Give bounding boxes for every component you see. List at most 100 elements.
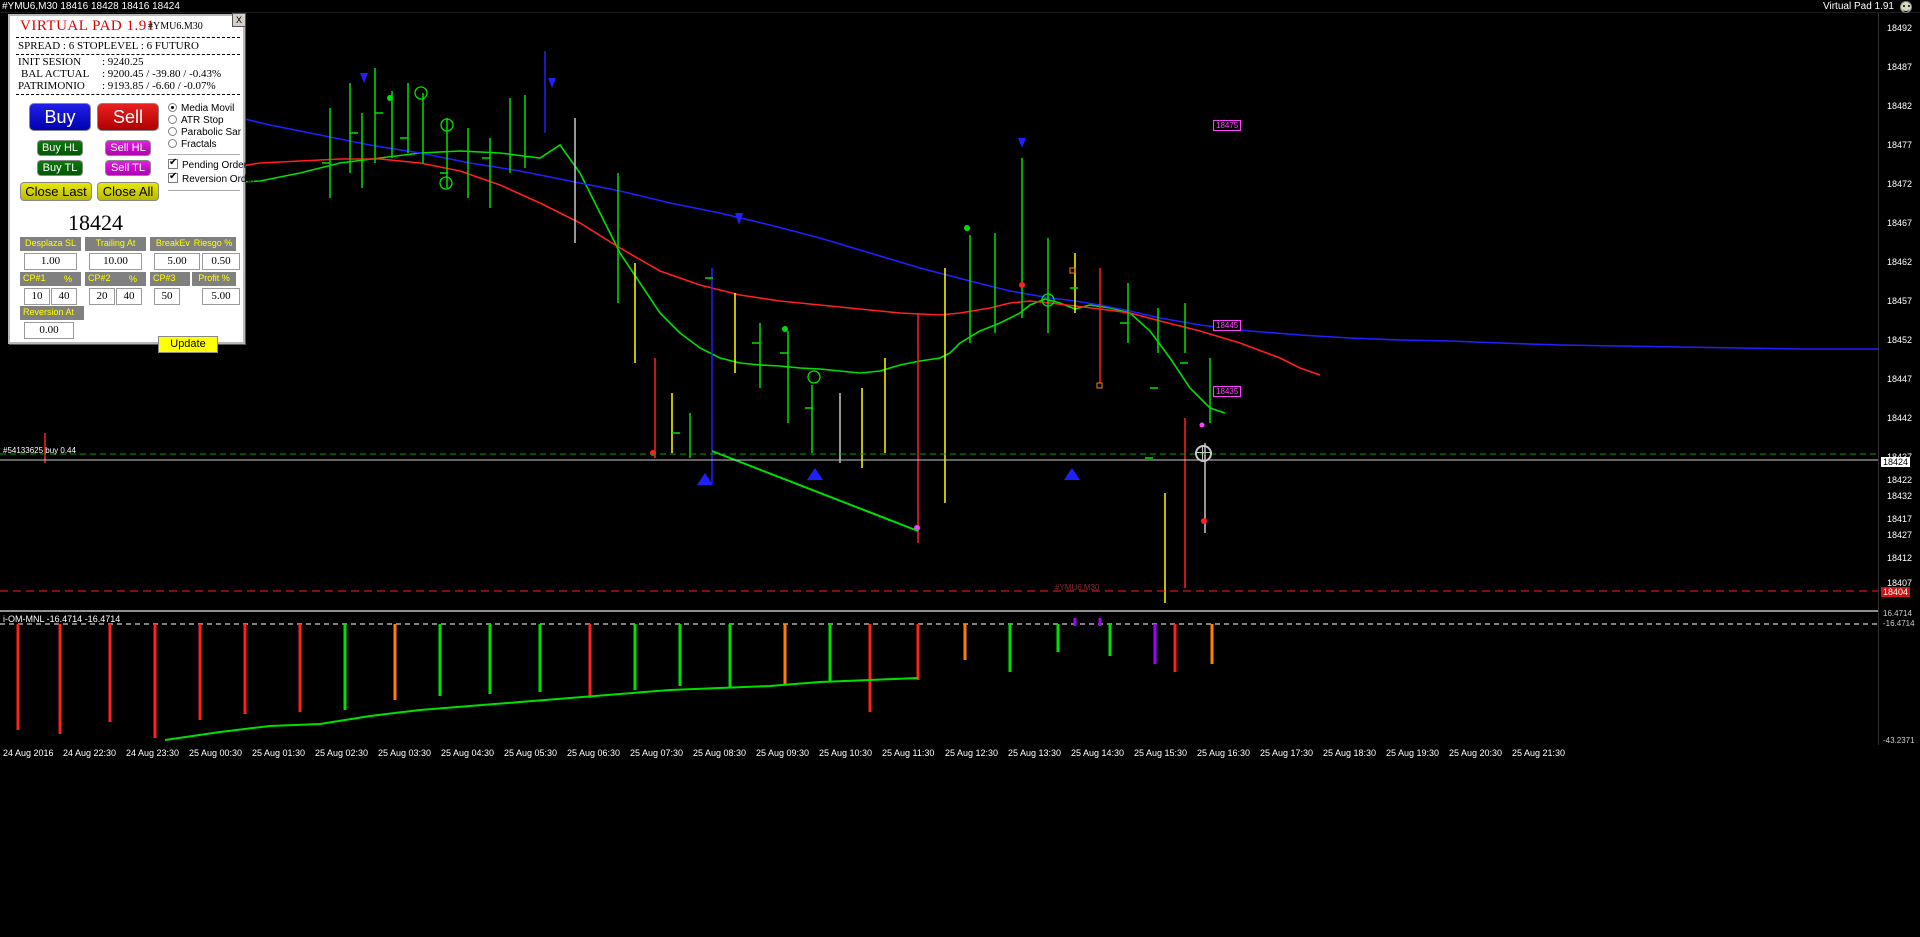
price-tag-lower[interactable]: 18435 (1213, 386, 1242, 397)
price-axis-label: 18452 (1887, 335, 1913, 345)
riesgo-input[interactable]: 0.50 (202, 253, 240, 270)
divider (16, 37, 240, 38)
buy-button[interactable]: Buy (29, 103, 91, 131)
time-axis-label: 25 Aug 08:30 (693, 748, 747, 758)
close-all-button[interactable]: Close All (97, 182, 159, 201)
sell-button[interactable]: Sell (97, 103, 159, 131)
price-axis-label: 18457 (1887, 296, 1913, 306)
time-axis-label: 25 Aug 13:30 (1008, 748, 1062, 758)
indicator-canvas (0, 618, 1878, 741)
radio-icon-selected (168, 103, 177, 112)
indicator-subwindow[interactable]: i-OM-MNL -16.4714 -16.4714 (0, 610, 1878, 745)
cp2-label: CP#2 (85, 272, 146, 286)
price-axis-label: 18482 (1887, 101, 1913, 111)
ma-blue-line (19, 72, 1878, 350)
cp1-input-a[interactable]: 10 (24, 288, 50, 305)
price-axis-label: 18407 (1887, 578, 1913, 588)
desplaza-sl-label: Desplaza SL (20, 237, 81, 251)
price-axis-label: 18422 (1887, 475, 1913, 485)
time-axis-label: 24 Aug 23:30 (126, 748, 180, 758)
virtual-pad-panel[interactable]: VIRTUAL PAD 1.91 #YMU6.M30 X SPREAD : 6 … (8, 13, 255, 353)
reversion-at-input[interactable]: 0.00 (24, 322, 74, 339)
price-axis-label: 18492 (1887, 23, 1913, 33)
close-last-button[interactable]: Close Last (20, 182, 92, 201)
radio-icon (168, 139, 177, 148)
time-axis-label: 25 Aug 14:30 (1071, 748, 1125, 758)
time-axis-label: 25 Aug 11:30 (882, 748, 935, 758)
checkbox-pending-order[interactable]: Pending Order (168, 157, 248, 171)
checkbox-reversion-order[interactable]: Reversion Order (168, 171, 256, 185)
price-axis-label: 18472 (1887, 179, 1913, 189)
cp3-label: CP#3 (150, 272, 190, 286)
cp1-input-b[interactable]: 40 (51, 288, 77, 305)
riesgo-label: Riesgo % (190, 237, 236, 251)
price-axis-label: 18442 (1887, 413, 1913, 423)
sell-hl-button[interactable]: Sell HL (105, 140, 151, 156)
radio-icon (168, 127, 177, 136)
checkbox-label: Pending Order (182, 160, 248, 171)
radio-atr-stop[interactable]: ATR Stop (168, 115, 224, 126)
time-axis[interactable]: 24 Aug 2016 24 Aug 22:30 24 Aug 23:30 25… (0, 745, 1920, 937)
radio-media-movil[interactable]: Media Movil (168, 103, 234, 114)
time-axis-label: 25 Aug 19:30 (1386, 748, 1440, 758)
ohlc-bars (44, 51, 1211, 603)
order-line-label: #54133625 buy 0.44 (3, 446, 76, 455)
time-axis-label: 25 Aug 15:30 (1134, 748, 1188, 758)
time-axis-label: 25 Aug 12:30 (945, 748, 999, 758)
time-axis-label: 25 Aug 21:30 (1512, 748, 1566, 758)
profit-input[interactable]: 5.00 (202, 288, 240, 305)
time-axis-label: 25 Aug 06:30 (567, 748, 621, 758)
chart-watermark: #YMU6,M30 (1055, 583, 1100, 592)
buy-tl-button[interactable]: Buy TL (37, 160, 83, 176)
signal-arrows (360, 73, 1080, 485)
price-tag-mid[interactable]: 18445 (1213, 320, 1242, 331)
trade-trendline (711, 450, 919, 532)
price-axis-label: 18462 (1887, 257, 1913, 267)
indicator-label: i-OM-MNL -16.4714 -16.4714 (3, 614, 121, 624)
reversion-at-label: Reversion At (20, 306, 84, 320)
time-axis-label: 25 Aug 20:30 (1449, 748, 1503, 758)
buy-hl-button[interactable]: Buy HL (37, 140, 83, 156)
cp1-label: CP#1 (20, 272, 81, 286)
price-axis-label: 18412 (1887, 553, 1913, 563)
time-axis-label: 25 Aug 09:30 (756, 748, 810, 758)
breakeven-input[interactable]: 5.00 (154, 253, 200, 270)
divider (16, 94, 240, 95)
current-price-display: 18424 (68, 210, 123, 235)
radio-parabolic-sar[interactable]: Parabolic Sar (168, 127, 241, 138)
sub-axis-corner-upper: 16.4714 (1883, 609, 1912, 618)
ohlc-ticks (322, 112, 1188, 459)
update-button[interactable]: Update (158, 336, 218, 353)
checkbox-label: Reversion Order (182, 174, 256, 185)
indicator-signal-line (164, 677, 919, 741)
price-axis-label: 18432 (1887, 491, 1913, 501)
time-axis-label: 25 Aug 17:30 (1260, 748, 1314, 758)
radio-label: Parabolic Sar (181, 127, 242, 138)
time-axis-label: 25 Aug 01:30 (252, 748, 306, 758)
time-axis-label: 25 Aug 04:30 (441, 748, 495, 758)
panel-symbol: #YMU6.M30 (148, 21, 203, 32)
time-axis-label: 25 Aug 02:30 (315, 748, 369, 758)
sub-axis-corner-lower: -43.2371 (1883, 736, 1915, 745)
chart-title-bar: #YMU6,M30 18416 18428 18416 18424 Virtua… (0, 0, 1920, 13)
sell-tl-button[interactable]: Sell TL (105, 160, 151, 176)
reversion-marker (1199, 422, 1205, 428)
cp2-input-b[interactable]: 40 (116, 288, 142, 305)
smiley-face-icon[interactable] (1900, 1, 1912, 13)
price-chart[interactable]: #54133625 buy 0.44 18475 18445 18435 #YM… (0, 13, 1878, 610)
profit-label: Profit % (192, 272, 236, 286)
desplaza-sl-input[interactable]: 1.00 (24, 253, 77, 270)
radio-fractals[interactable]: Fractals (168, 139, 217, 150)
cp2-percent-symbol: % (129, 274, 138, 284)
ma-red-line (59, 158, 1321, 376)
bal-actual-label: BAL ACTUAL (21, 68, 90, 80)
cp3-input[interactable]: 50 (154, 288, 180, 305)
close-icon[interactable]: X (232, 13, 246, 27)
time-axis-label: 25 Aug 16:30 (1197, 748, 1251, 758)
price-tag-upper[interactable]: 18475 (1213, 120, 1242, 131)
cp2-input-a[interactable]: 20 (89, 288, 115, 305)
trailing-at-input[interactable]: 10.00 (89, 253, 142, 270)
price-axis[interactable]: 18492 18487 18482 18477 18472 18467 1846… (1878, 13, 1920, 745)
price-axis-label: 18417 (1887, 514, 1913, 524)
checkbox-icon-checked (168, 157, 178, 169)
